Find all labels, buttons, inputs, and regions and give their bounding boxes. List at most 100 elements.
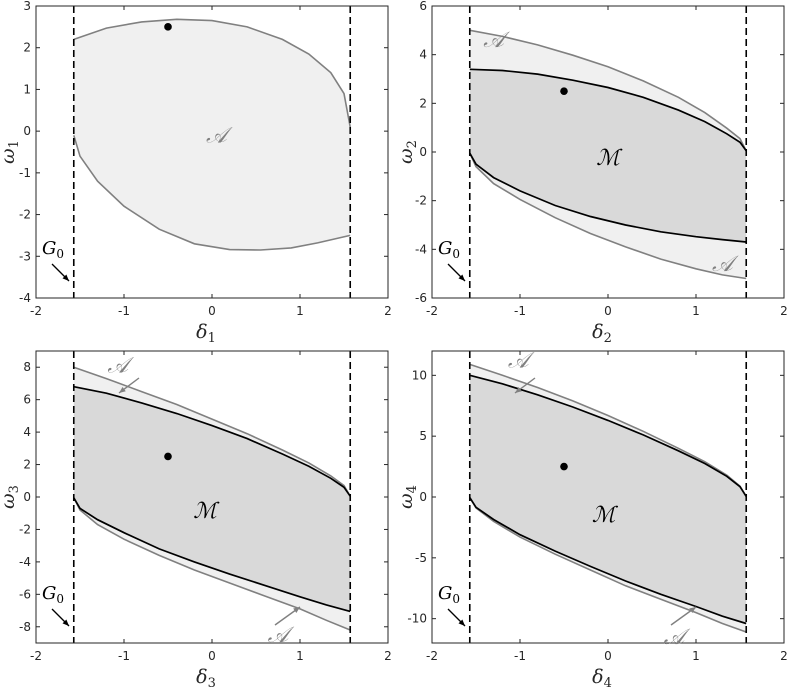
y-axis-label: ω1: [0, 140, 22, 164]
y-tick-label: -2: [415, 194, 427, 208]
g0-label: G0: [438, 238, 460, 261]
y-tick-label: -2: [19, 522, 31, 536]
y-tick-label: 6: [419, 0, 427, 13]
x-tick-label: 1: [692, 304, 700, 318]
y-axis-label: ω3: [0, 485, 22, 509]
y-tick-label: 1: [23, 82, 31, 96]
x-tick-label: -1: [118, 304, 130, 318]
inner-region-label: ℳ: [193, 499, 220, 524]
outer-region-upper-boundary: [73, 18, 351, 128]
x-tick-label: -1: [118, 649, 130, 663]
x-axis-label: δ1: [196, 321, 216, 346]
y-tick-label: -6: [19, 587, 31, 601]
y-tick-label: -2: [19, 208, 31, 222]
x-tick-label: -2: [30, 304, 42, 318]
outer-region-lower-boundary: [469, 497, 747, 633]
g0-arrow-head: [62, 274, 69, 281]
y-tick-label: -10: [407, 612, 427, 626]
x-tick-label: -2: [30, 649, 42, 663]
outer-region-pointer-bottom-head: [293, 607, 300, 613]
inner-region-lower-boundary: [469, 497, 747, 625]
x-tick-label: -1: [514, 649, 526, 663]
inner-region-upper-boundary: [469, 68, 747, 152]
g0-arrow-head: [62, 619, 69, 626]
outer-region-lower-boundary: [73, 497, 351, 631]
outer-region-pointer-top-head: [119, 386, 126, 393]
y-tick-label: 8: [23, 360, 31, 374]
y-tick-label: 0: [419, 490, 427, 504]
x-tick-label: 0: [208, 304, 216, 318]
y-tick-label: 2: [23, 41, 31, 55]
x-axis-label: δ2: [592, 321, 612, 346]
y-tick-label: 2: [23, 458, 31, 472]
y-tick-label: 2: [419, 96, 427, 110]
x-axis-label: δ3: [196, 666, 216, 691]
x-tick-label: -2: [426, 649, 438, 663]
equilibrium-point: [164, 452, 172, 461]
y-tick-label: -5: [415, 551, 427, 565]
y-tick-label: -1: [19, 166, 31, 180]
outer-region-pointer-bottom-head: [689, 607, 696, 613]
y-tick-label: -4: [19, 555, 31, 569]
y-tick-label: 0: [419, 145, 427, 159]
y-axis-label: ω2: [395, 140, 420, 164]
inner-region-fill: [469, 375, 747, 624]
y-tick-label: 0: [23, 490, 31, 504]
outer-region-pointer-top-head: [515, 386, 522, 393]
x-axis-label: δ4: [592, 666, 612, 691]
x-tick-label: 1: [296, 649, 304, 663]
y-tick-label: -6: [415, 291, 427, 305]
x-tick-label: 2: [780, 649, 788, 663]
chart-panel-3: -2 -1 0 1 2 -8 -6 -4 -2 0 2 4 6 8 δ3 ω3 𝒜 𝒜 ℳ G0: [0, 350, 392, 691]
outer-region-upper-boundary: [469, 29, 747, 152]
x-tick-label: 0: [604, 649, 612, 663]
x-tick-label: 1: [296, 304, 304, 318]
outer-region-lower-boundary: [469, 152, 747, 280]
g0-label: G0: [42, 238, 64, 261]
y-tick-label: -3: [19, 249, 31, 263]
inner-region-fill: [469, 69, 747, 242]
equilibrium-point: [560, 462, 568, 471]
g0-label: G0: [438, 583, 460, 606]
outer-region-label-top: 𝒜: [508, 349, 535, 374]
inner-region-upper-boundary: [469, 374, 747, 497]
y-tick-label: 0: [23, 124, 31, 138]
x-tick-label: -1: [514, 304, 526, 318]
outer-region-lower-boundary: [73, 135, 351, 251]
x-tick-label: 0: [604, 304, 612, 318]
y-tick-label: 10: [412, 368, 427, 382]
x-tick-label: 2: [780, 304, 788, 318]
outer-region-label-bottom: 𝒜: [664, 625, 691, 650]
g0-label: G0: [42, 583, 64, 606]
x-tick-label: 1: [692, 649, 700, 663]
equilibrium-point: [560, 87, 568, 95]
outer-region-upper-boundary: [73, 366, 351, 497]
y-tick-label: 3: [23, 0, 31, 13]
x-tick-label: 2: [384, 304, 392, 318]
inner-region-upper-boundary: [73, 385, 351, 497]
x-tick-label: -2: [426, 304, 438, 318]
g0-arrow-head: [458, 619, 465, 626]
outer-region-label-bottom: 𝒜: [268, 623, 295, 648]
outer-region-label-top: 𝒜: [107, 354, 134, 379]
y-tick-label: -4: [415, 242, 427, 256]
inner-region-fill: [73, 386, 351, 612]
y-tick-label: -4: [19, 291, 31, 305]
g0-arrow-head: [458, 274, 465, 281]
y-tick-label: 4: [23, 425, 31, 439]
inner-region-label: ℳ: [596, 146, 623, 171]
y-tick-label: 6: [23, 393, 31, 407]
outer-region-fill: [73, 19, 351, 250]
equilibrium-point: [164, 23, 172, 31]
x-tick-label: 2: [384, 649, 392, 663]
inner-region-lower-boundary: [73, 497, 351, 613]
inner-region-label: ℳ: [592, 503, 619, 528]
y-axis-label: ω4: [395, 485, 420, 509]
y-tick-label: 4: [419, 48, 427, 62]
inner-region-lower-boundary: [469, 152, 747, 243]
y-tick-label: 5: [419, 429, 427, 443]
